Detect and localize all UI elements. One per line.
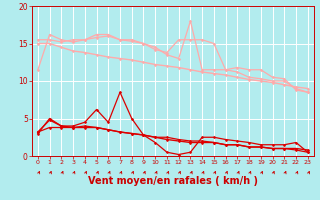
- X-axis label: Vent moyen/en rafales ( km/h ): Vent moyen/en rafales ( km/h ): [88, 176, 258, 186]
